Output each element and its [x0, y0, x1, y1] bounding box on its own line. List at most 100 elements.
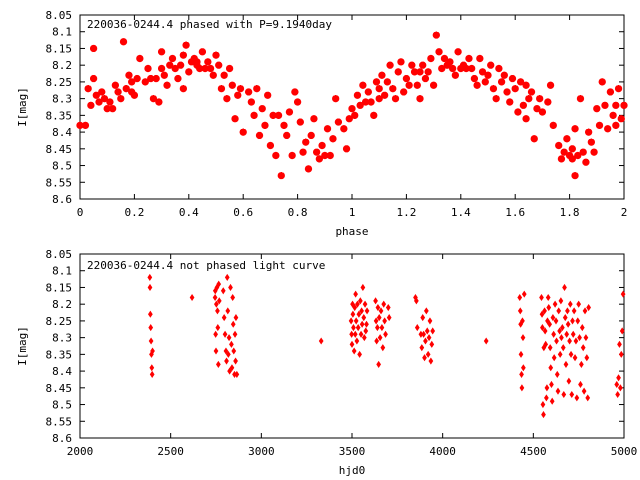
phased-x-tick-label: 1.6 [505, 206, 525, 219]
data-point [547, 320, 553, 328]
phased-x-tick-label: 0.6 [233, 206, 253, 219]
data-point [522, 115, 530, 123]
data-point [212, 293, 218, 302]
phased-y-tick-label: 8.6 [52, 193, 72, 206]
data-point [546, 303, 552, 312]
data-point [554, 370, 560, 378]
phased-y-axis: 8.05 8.1 8.15 8.2 8.25 8.3 8.35 8.4 8.45 8.5 8.55 8… [46, 9, 624, 206]
data-point [355, 324, 361, 332]
data-point [361, 98, 370, 106]
data-point [234, 91, 242, 99]
data-point [554, 337, 559, 345]
data-point [414, 324, 420, 332]
data-point [375, 324, 380, 332]
phased-y-tick-label: 8.55 [46, 176, 73, 189]
data-point [576, 300, 582, 308]
data-point [234, 370, 240, 378]
data-point [228, 81, 236, 89]
data-point [379, 324, 385, 332]
data-point [147, 74, 155, 83]
data-point [119, 38, 128, 46]
data-point [229, 364, 235, 372]
data-point [239, 128, 247, 136]
data-point [321, 151, 329, 160]
data-point [285, 108, 294, 116]
phased-y-tick-label: 8.1 [52, 26, 72, 39]
data-point [100, 95, 109, 103]
data-point [420, 314, 426, 322]
data-point [429, 340, 435, 348]
data-point [81, 121, 90, 130]
phased-x-tick-label: 1.2 [396, 206, 416, 219]
data-point [559, 334, 564, 342]
data-point [543, 340, 549, 348]
data-point [334, 118, 343, 126]
data-point [215, 307, 220, 315]
data-point [565, 320, 571, 328]
data-point [562, 314, 568, 322]
data-point [376, 360, 382, 368]
data-point [225, 350, 231, 358]
phased-x-tick-label: 0.4 [179, 206, 199, 219]
data-point [568, 350, 574, 358]
data-point [229, 340, 234, 348]
data-point [542, 307, 547, 315]
data-point [313, 148, 321, 156]
data-point [556, 307, 562, 315]
unphased-x-tick-label: 3500 [339, 445, 366, 458]
data-point [361, 334, 367, 342]
data-point [168, 54, 177, 63]
data-point [264, 91, 272, 99]
data-point [185, 68, 193, 76]
data-point [216, 297, 222, 305]
data-point [296, 118, 304, 126]
data-point [422, 354, 427, 362]
data-point [517, 78, 525, 86]
data-point [307, 131, 315, 140]
data-point [103, 105, 111, 113]
data-point [495, 64, 503, 73]
unphased-y-tick-label: 8.45 [46, 382, 73, 395]
data-point [514, 108, 522, 116]
data-point [549, 380, 554, 389]
data-point [421, 330, 426, 338]
data-point [539, 293, 544, 302]
data-point [397, 58, 405, 66]
data-point [616, 374, 621, 382]
data-point [557, 155, 566, 163]
data-point [558, 297, 564, 305]
data-point [517, 307, 523, 315]
data-point [619, 327, 625, 335]
data-point [555, 387, 561, 395]
unphased-x-axis-label: hjd0 [339, 464, 366, 477]
data-point [391, 95, 400, 103]
data-point [549, 397, 555, 405]
unphased-y-tick-label: 8.15 [46, 281, 73, 294]
data-point [413, 81, 421, 89]
data-point [618, 350, 624, 358]
phased-x-axis: 0 0.2 0.4 0.6 0.8 1 1.2 1.4 1.6 1.8 2 [77, 15, 627, 219]
data-point [539, 310, 545, 318]
data-point [419, 61, 427, 69]
data-point [247, 98, 255, 106]
unphased-y-tick-label: 8.5 [52, 399, 72, 412]
data-point [424, 68, 432, 76]
data-point [557, 327, 562, 335]
data-point [405, 81, 413, 89]
data-point [584, 354, 590, 362]
unphased-x-tick-label: 2500 [157, 445, 184, 458]
data-point [540, 324, 545, 332]
data-point [98, 88, 106, 96]
data-point [519, 370, 524, 378]
data-point [533, 105, 541, 113]
data-point [580, 344, 586, 352]
data-point [277, 171, 285, 180]
data-point [187, 58, 196, 66]
data-point [345, 115, 353, 123]
data-point [563, 360, 569, 368]
data-point [606, 88, 615, 96]
data-point [377, 334, 383, 342]
data-point [574, 394, 580, 402]
data-point [527, 88, 536, 96]
data-point [220, 71, 228, 79]
